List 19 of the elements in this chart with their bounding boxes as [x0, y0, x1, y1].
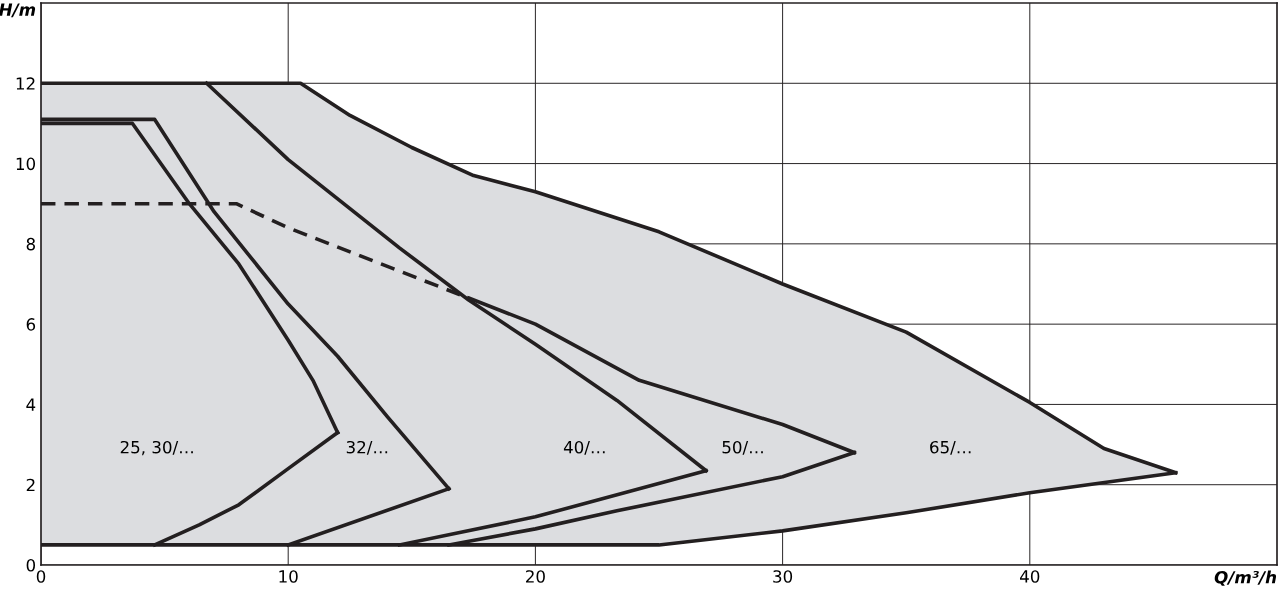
- y-tick-label: 12: [16, 77, 35, 90]
- y-tick-label: 2: [26, 478, 35, 492]
- x-tick-label: 0: [36, 570, 46, 583]
- x-tick-label: 10: [279, 570, 298, 583]
- y-axis-title: H/m: [0, 3, 36, 18]
- x-tick-label: 30: [773, 570, 793, 583]
- annotation: 32/…: [346, 440, 388, 455]
- y-tick-label: 4: [26, 398, 36, 411]
- y-tick-label: 8: [26, 237, 35, 251]
- y-tick-label: 0: [26, 558, 36, 572]
- y-tick-label: 6: [26, 318, 36, 331]
- y-tick-label: 10: [16, 157, 36, 171]
- x-axis-title: Q/m³/h: [1214, 570, 1277, 586]
- annotation: 50/…: [722, 440, 763, 455]
- x-tick-label: 40: [1020, 570, 1040, 583]
- annotation: 25, 30/…: [120, 440, 193, 456]
- annotation: 40/…: [563, 440, 605, 455]
- x-tick-label: 20: [526, 570, 545, 583]
- annotation: 65/…: [930, 440, 971, 455]
